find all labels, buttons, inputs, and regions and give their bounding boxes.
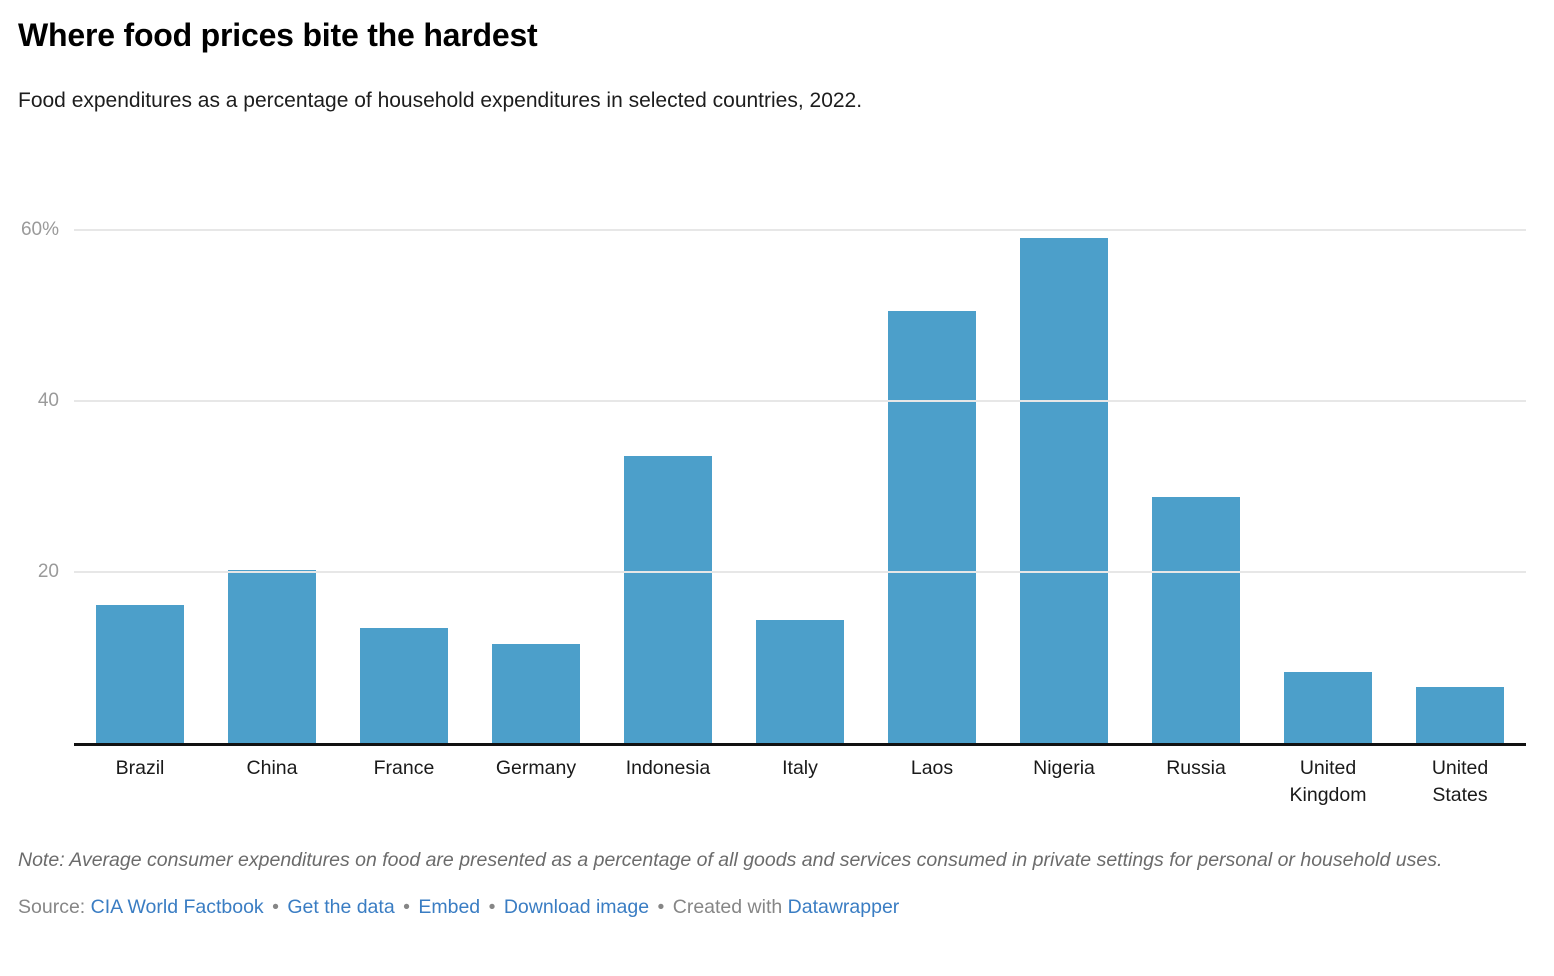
source-link[interactable]: CIA World Factbook (90, 896, 264, 918)
x-axis-label: United States (1431, 757, 1489, 806)
source-label: Source: (18, 896, 86, 918)
x-axis-label: France (373, 757, 435, 779)
chart-container: Where food prices bite the hardest Food … (18, 17, 1526, 920)
bar-column (866, 230, 998, 743)
bullet-separator: • (488, 896, 496, 918)
x-axis-label: Laos (910, 757, 954, 779)
bar-russia[interactable] (1151, 496, 1241, 743)
y-axis-tick-label: 20 (37, 561, 59, 582)
x-axis-label: Brazil (115, 757, 165, 779)
bar-column (1130, 230, 1262, 743)
bar-china[interactable] (227, 570, 317, 743)
bar-brazil[interactable] (95, 605, 185, 743)
bar-nigeria[interactable] (1019, 237, 1109, 743)
x-axis-label: Russia (1166, 757, 1226, 779)
download-image-link[interactable]: Download image (503, 896, 650, 918)
bar-column (602, 230, 734, 743)
bar-indonesia[interactable] (623, 455, 713, 743)
y-axis-tick-label: 40 (37, 390, 59, 411)
bar-france[interactable] (359, 628, 449, 743)
bullet-separator: • (403, 896, 410, 918)
bar-column (338, 230, 470, 743)
datawrapper-link[interactable]: Datawrapper (787, 896, 900, 918)
bar-column (1262, 230, 1394, 743)
chart-footer: Source: CIA World Factbook • Get the dat… (18, 894, 1526, 920)
bar-italy[interactable] (755, 619, 845, 743)
plot-area: 60% 40 20 (21, 219, 1526, 746)
bar-column (206, 230, 338, 743)
x-axis-label: Indonesia (625, 757, 711, 779)
chart-title: Where food prices bite the hardest (18, 17, 538, 53)
x-axis-labels: Brazil China France Germany Indonesia Italy La… (74, 746, 1526, 809)
bar-chart: 60% 40 20 Brazil China France Germany Indonesi… (18, 219, 1526, 809)
embed-link[interactable]: Embed (418, 896, 481, 918)
chart-subtitle: Food expenditures as a percentage of hou… (18, 89, 863, 112)
y-axis-tick-label: 60% (20, 219, 59, 240)
chart-note: Note: Average consumer expenditures on f… (18, 849, 1443, 871)
bullet-separator: • (657, 896, 665, 918)
created-with-label: Created with (672, 896, 783, 918)
bar-column (470, 230, 602, 743)
bar-column (1394, 230, 1526, 743)
x-axis-label: United Kingdom (1289, 757, 1367, 806)
x-axis-label: Nigeria (1033, 757, 1095, 779)
bar-laos[interactable] (887, 311, 977, 743)
x-axis-label: Germany (495, 757, 577, 779)
x-axis-label: China (246, 757, 298, 779)
get-the-data-link[interactable]: Get the data (287, 896, 395, 918)
x-axis-label: Italy (782, 757, 818, 779)
bar-column (734, 230, 866, 743)
bar-column (74, 230, 206, 743)
bar-column (998, 230, 1130, 743)
bar-united-states[interactable] (1415, 687, 1505, 743)
bar-germany[interactable] (491, 643, 581, 743)
bullet-separator: • (272, 896, 279, 918)
bar-united-kingdom[interactable] (1283, 672, 1373, 743)
bars-row (74, 230, 1526, 743)
